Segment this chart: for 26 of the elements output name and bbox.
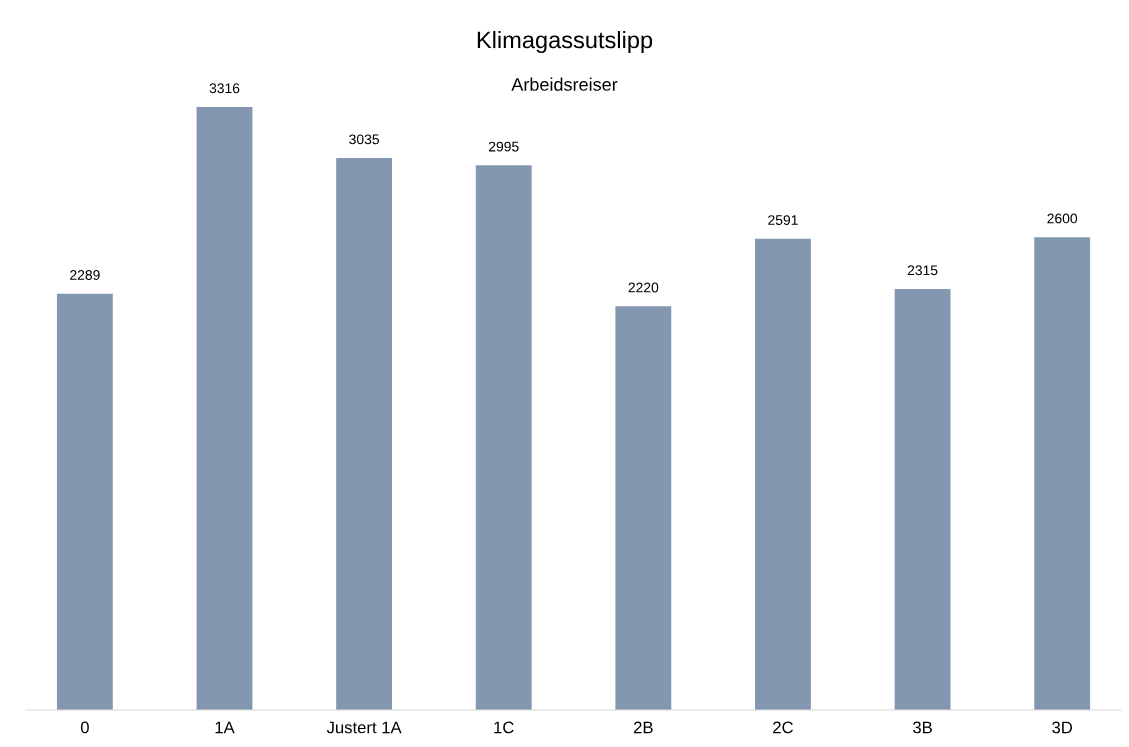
bar [1034,237,1091,710]
data-label: 2220 [628,282,659,293]
data-label: 2591 [768,215,798,225]
data-label: 3035 [349,134,379,145]
x-tick-label: 2C [773,721,793,734]
data-label: 2600 [1047,213,1078,224]
data-label: 2995 [488,141,519,152]
x-tick-label: 3B [913,721,932,734]
data-label: 2315 [907,265,938,276]
bar [336,158,393,710]
x-tick-label: Justert 1A [326,721,402,734]
data-label: 3316 [209,83,240,94]
chart-subtitle: Arbeidsreiser [511,77,618,91]
bar [196,107,253,710]
x-tick-label: 0 [80,721,89,734]
bar [615,306,672,710]
x-tick-label: 3D [1052,721,1073,734]
bar [56,293,113,710]
x-tick-label: 1C [494,721,514,734]
bar [755,238,811,710]
bar [475,165,532,710]
bar [894,289,951,710]
x-tick-label: 2B [633,721,653,734]
data-label: 2289 [70,270,100,280]
x-tick-label: 1A [215,721,235,734]
chart-title: Klimagassutslipp [477,31,653,53]
